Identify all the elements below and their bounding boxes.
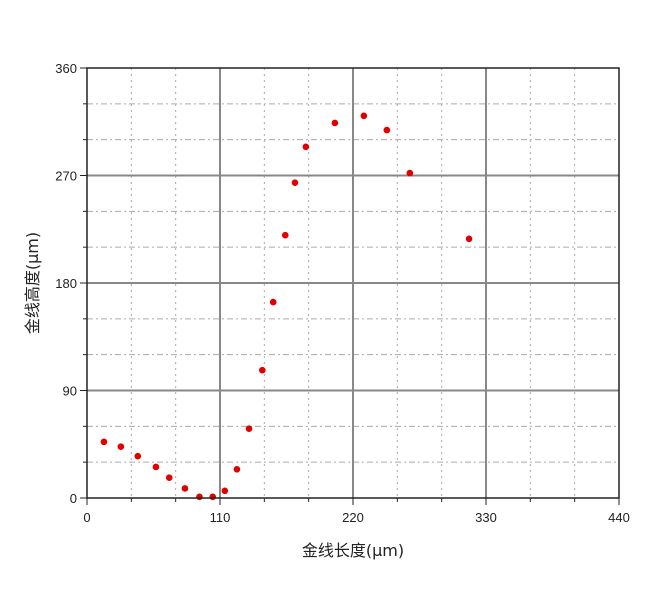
data-point	[259, 366, 266, 374]
data-points	[100, 112, 473, 501]
data-point	[117, 443, 125, 450]
data-point	[233, 466, 241, 473]
data-point	[152, 463, 160, 471]
data-point	[196, 493, 203, 501]
data-point	[406, 169, 414, 177]
y-axis-label: 金线高度(μm)	[23, 232, 42, 334]
grid	[87, 68, 619, 498]
data-point	[209, 493, 217, 501]
plot-frame	[86, 67, 620, 499]
x-tick-label: 0	[83, 510, 90, 525]
data-point	[245, 425, 253, 433]
data-point	[269, 298, 277, 306]
data-point	[281, 231, 289, 239]
data-point	[383, 126, 391, 134]
x-axis-label: 金线长度(μm)	[302, 541, 404, 560]
data-point	[291, 179, 299, 186]
data-point	[134, 452, 142, 460]
x-tick-label: 440	[608, 510, 630, 525]
data-point	[302, 143, 310, 151]
x-tick-label: 110	[210, 510, 231, 525]
axes: 0 110 220 330 440 0 90 180 270 360	[55, 61, 630, 525]
y-tick-label: 0	[70, 491, 77, 506]
data-point	[331, 119, 339, 127]
data-point	[221, 487, 229, 495]
data-point	[100, 438, 108, 446]
y-tick-label: 270	[55, 169, 77, 184]
data-point	[165, 474, 173, 481]
data-point	[465, 235, 473, 243]
y-tick-label: 180	[55, 276, 77, 291]
x-tick-label: 220	[342, 510, 364, 525]
data-point	[360, 112, 368, 120]
y-tick-label: 90	[63, 384, 77, 399]
x-tick-label: 330	[475, 510, 497, 525]
data-point	[181, 485, 189, 492]
y-tick-label: 360	[55, 61, 77, 76]
